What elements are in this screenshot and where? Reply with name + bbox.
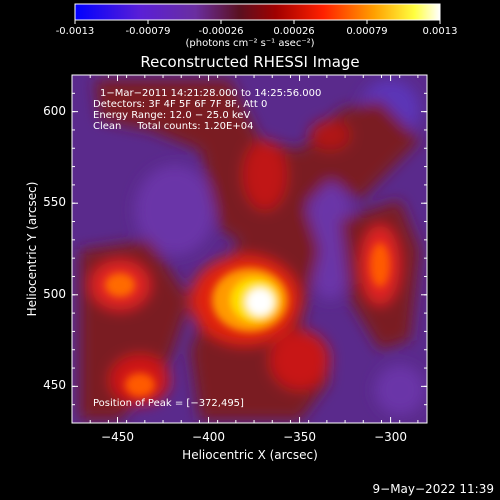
x-tick-label: −450: [101, 430, 134, 444]
y-tick-label: 600: [43, 103, 66, 118]
annotation-time: 1−Mar−2011 14:21:28.000 to 14:25:56.000: [100, 88, 322, 99]
y-tick-label: 500: [43, 286, 66, 301]
annotation-detectors: Detectors: 3F 4F 5F 6F 7F 8F, Att 0: [93, 99, 268, 110]
footer-date: 9−May−2022 11:39: [372, 482, 495, 496]
x-tick-label: −350: [283, 430, 317, 444]
heatmap-image: [72, 75, 427, 423]
colorbar-gradient: [74, 3, 441, 21]
colorbar-tick-label: -0.0013: [55, 26, 95, 37]
y-tick-label: 450: [43, 378, 66, 393]
annotation-clean: Clean Total counts: 1.20E+04: [93, 121, 254, 132]
plot-frame: [71, 74, 428, 424]
annotation-peak: Position of Peak = [−372,495]: [93, 398, 244, 409]
colorbar-tick-label: 0.0013: [422, 26, 458, 37]
colorbar-tick-label: -0.00079: [125, 26, 171, 37]
x-tick-label: −300: [374, 430, 408, 444]
chart-title: Reconstructed RHESSI Image: [140, 53, 360, 71]
annotation-energy: Energy Range: 12.0 − 25.0 keV: [93, 110, 251, 121]
colorbar-tick-label: -0.00026: [198, 26, 244, 37]
colorbar-tick-label: 0.00079: [346, 26, 388, 37]
colorbar: [74, 3, 441, 24]
x-axis-label: Heliocentric X (arcsec): [182, 448, 318, 462]
x-tick-label: −400: [192, 430, 226, 444]
colorbar-unit-label: (photons cm⁻² s⁻¹ asec⁻²): [185, 38, 315, 49]
y-tick-label: 550: [43, 195, 66, 210]
colorbar-tick-label: 0.00026: [273, 26, 315, 37]
y-axis-label: Heliocentric Y (arcsec): [25, 181, 39, 317]
